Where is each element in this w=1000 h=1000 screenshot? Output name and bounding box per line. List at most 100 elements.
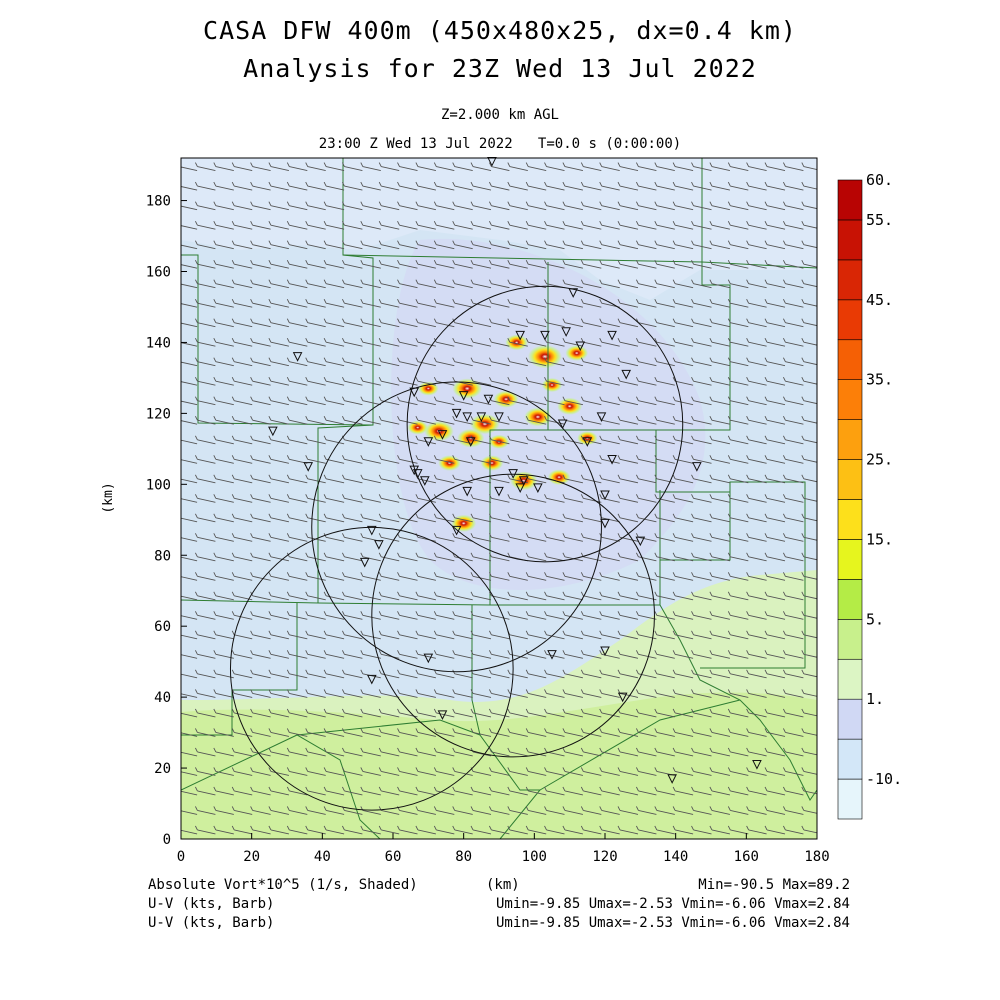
station-markers [268,157,762,784]
station-marker [366,525,377,536]
vorticity-cell [480,455,504,471]
colorbar-bin [837,499,863,540]
colorbar-bin [837,658,863,700]
station-marker [494,486,504,497]
station-marker [515,483,526,493]
station-marker [462,412,473,423]
station-marker [458,391,469,401]
y-tick-label: 140 [146,335,171,351]
colorbar-label: 15. [866,530,893,548]
station-marker [533,483,543,493]
station-marker [366,674,377,685]
plot-frame [180,157,818,840]
station-marker [419,476,430,486]
station-marker [423,437,434,447]
colorbar: 60. 55. 45. 35. 25. 15. 5. 1. -10. [837,171,902,820]
station-marker [607,330,617,341]
station-marker [600,490,610,501]
y-axis: 0 20 40 60 80 100 120 140 160 180 [146,194,187,848]
station-marker [575,341,586,352]
colorbar-bin [837,379,863,420]
colorbar-bin [837,738,863,780]
station-marker [600,518,610,529]
x-axis-label: (km) [486,877,520,893]
colorbar-label: 35. [866,371,893,389]
radar-range-ring [229,526,514,811]
min-max-label: Min=-90.5 Max=89.2 [698,877,850,893]
colorbar-bin [837,419,863,460]
vorticity-cell [505,334,528,351]
vorticity-cell [470,413,500,435]
station-marker [621,369,632,380]
y-tick-label: 180 [146,194,171,210]
y-tick-label: 60 [154,619,171,635]
time-label: 23:00 Z Wed 13 Jul 2022 T=0.0 s (0:00:00… [318,136,682,152]
x-tick-label: 120 [592,849,617,865]
colorbar-label: 5. [866,610,884,628]
colorbar-bin [837,619,863,660]
vorticity-cell [524,407,552,427]
station-marker [437,710,448,720]
station-marker [692,462,702,472]
plot-title-line2: Analysis for 23Z Wed 13 Jul 2022 [243,54,757,83]
colorbar-label: -10. [866,770,902,788]
colorbar-bin [837,299,863,341]
colorbar-bin [837,579,863,620]
station-marker [412,469,423,479]
vorticity-cell [438,455,461,471]
colorbar-bin [837,179,863,221]
radar-range-ring [311,381,602,673]
radar-range-ring [406,285,684,563]
x-axis: 0 20 40 60 80 100 120 140 160 180 [177,833,830,865]
plot-title-line1: CASA DFW 400m (450x480x25, dx=0.4 km) [203,16,797,45]
x-tick-label: 80 [455,849,472,865]
vorticity-cell [527,344,562,369]
barb-label-1: U-V (kts, Barb) [148,896,275,912]
vorticity-cell [547,469,571,485]
x-tick-label: 160 [734,849,759,865]
station-marker [465,437,476,447]
station-marker [617,692,628,703]
station-marker [303,462,314,472]
vorticity-cell [565,345,589,361]
y-tick-label: 120 [146,406,171,422]
colorbar-label: 60. [866,171,893,189]
station-marker [292,352,303,362]
vorticity-cell [557,397,583,415]
barb-range-2: Umin=-9.85 Umax=-2.53 Vmin=-6.06 Vmax=2.… [495,915,850,931]
station-marker [494,412,504,423]
y-axis-label: (km) [101,482,116,513]
station-marker [515,330,526,341]
colorbar-label: 45. [866,291,893,309]
colorbar-bin [837,698,863,740]
station-marker [409,387,420,398]
colorbar-bin [837,539,863,580]
station-marker [451,408,462,419]
station-marker [437,430,448,440]
station-marker [582,437,593,447]
barb-range-1: Umin=-9.85 Umax=-2.53 Vmin=-6.06 Vmax=2.… [495,896,850,912]
y-tick-label: 160 [146,265,171,281]
lower-green-field [181,692,817,839]
x-tick-label: 60 [385,849,402,865]
barb-label-2: U-V (kts, Barb) [148,915,275,931]
barb-field [181,162,817,835]
station-marker [635,536,646,547]
colorbar-label: 55. [866,211,893,229]
vorticity-cell [451,514,477,532]
x-tick-label: 20 [243,849,260,865]
vorticity-cells [407,334,598,532]
station-marker [268,426,278,437]
x-tick-label: 180 [804,849,829,865]
level-label: Z=2.000 km AGL [440,107,559,123]
y-tick-label: 40 [154,690,171,706]
station-marker [557,419,568,430]
y-tick-label: 100 [146,477,171,493]
colorbar-bin [837,219,863,261]
radar-range-ring [371,473,655,758]
station-marker [547,650,557,660]
station-marker [483,394,494,405]
radar-range-rings [229,285,684,811]
vorticity-field [181,158,817,839]
